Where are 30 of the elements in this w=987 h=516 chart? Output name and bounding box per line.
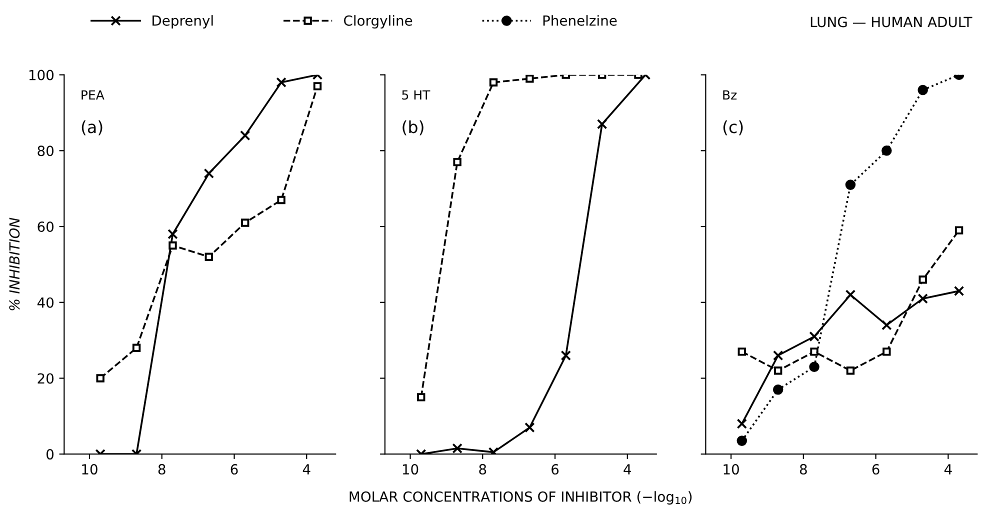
x-tick-label: 8 — [800, 464, 807, 475]
x-tick-label: 6 — [230, 464, 238, 475]
x-tick-label: 4 — [624, 464, 632, 474]
y-axis-title: % INHIBITION — [9, 218, 20, 310]
x-tick-label: 4 — [302, 464, 310, 474]
annotation: Bz — [723, 90, 737, 100]
legend-label: Deprenyl — [152, 15, 213, 29]
y-tick-label: 100 — [29, 70, 54, 80]
y-tick-label: 0 — [46, 449, 54, 460]
x-tick-label: 8 — [158, 464, 166, 475]
annotation: 5 HT — [402, 90, 430, 100]
annotation: (a) — [82, 120, 102, 136]
x-tick-label: 4 — [944, 464, 952, 474]
annotation: PEA — [82, 90, 104, 100]
legend-label: Phenelzine — [543, 15, 617, 26]
x-tick-label: 10 — [82, 464, 98, 475]
y-tick-label: 80 — [38, 146, 54, 156]
x-tick-label: 6 — [872, 464, 880, 475]
chart-title: LUNG — HUMAN ADULT — [810, 16, 972, 28]
y-tick-label: 20 — [38, 373, 54, 384]
annotation: (c) — [723, 120, 743, 136]
y-tick-label: 40 — [37, 297, 54, 308]
x-tick-label: 10 — [402, 464, 418, 475]
x-tick-label: 8 — [479, 464, 486, 475]
x-tick-label: 6 — [552, 464, 559, 475]
x-axis-title: MOLAR CONCENTRATIONS OF INHIBITOR (−log$_{10}$) — [350, 491, 692, 505]
legend-label: Clorgyline — [344, 15, 412, 29]
x-tick-label: 10 — [724, 464, 739, 475]
y-tick-label: 60 — [38, 221, 54, 232]
annotation: (b) — [402, 120, 424, 136]
